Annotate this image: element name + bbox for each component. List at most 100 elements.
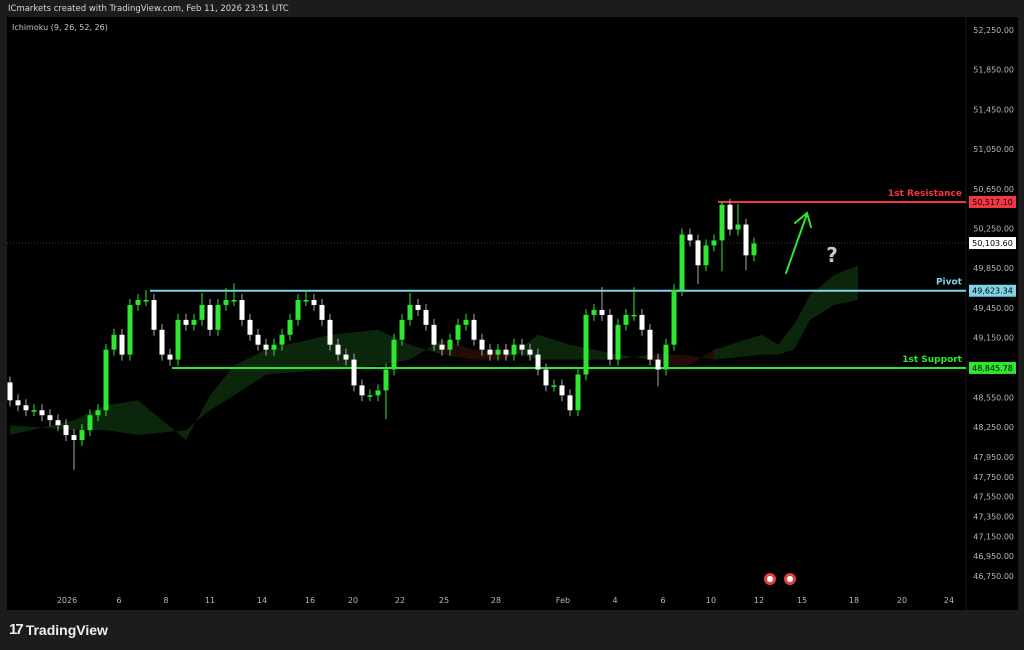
candle-body [727, 204, 733, 230]
last-price-label: 50,103.60 [972, 239, 1013, 248]
candle-body [583, 314, 589, 375]
candle-body [639, 314, 645, 330]
ichimoku-legend[interactable]: Ichimoku (9, 26, 52, 26) [12, 23, 108, 32]
price-tick-label: 47,750.00 [973, 473, 1014, 482]
date-tick-label: 20 [897, 596, 907, 605]
candle-body [439, 344, 445, 350]
price-tick-label: 47,950.00 [973, 453, 1014, 462]
candle-body [335, 344, 341, 355]
candle-body [735, 224, 741, 230]
candle-body [399, 319, 405, 340]
ichimoku-cloud-segment [714, 334, 762, 360]
date-tick-label: 10 [706, 596, 716, 605]
ichimoku-cloud-segment [810, 275, 834, 320]
ichimoku-cloud-segment [138, 400, 186, 441]
candle-body [71, 435, 77, 441]
date-tick-label: 22 [395, 596, 405, 605]
candle-body [191, 319, 197, 325]
level-price-label: 50,517.10 [972, 198, 1013, 207]
candle-body [695, 240, 701, 266]
tradingview-logo[interactable]: 17 TradingView [9, 621, 108, 638]
ichimoku-cloud-segment [778, 324, 794, 355]
candle-body [95, 410, 101, 416]
candle-body [79, 430, 85, 441]
price-tick-label: 47,150.00 [973, 532, 1014, 541]
candle-body [231, 300, 237, 302]
ichimoku-cloud-segment [186, 395, 210, 441]
candle-body [327, 319, 333, 345]
ichimoku-cloud-segment [618, 354, 650, 360]
candle-body [623, 314, 629, 325]
candle-body [383, 369, 389, 391]
brand-name: TradingView [25, 621, 108, 638]
candle-body [199, 304, 205, 320]
candle-body [7, 382, 13, 401]
candle-body [567, 395, 573, 411]
candle-body [671, 290, 677, 345]
price-tick-label: 48,250.00 [973, 423, 1014, 432]
candle-body [719, 204, 725, 241]
candle-body [575, 374, 581, 411]
candle-body [63, 425, 69, 436]
candle-body [407, 304, 413, 320]
candle-body [415, 304, 421, 310]
candle-body [679, 234, 685, 291]
candle-body [23, 405, 29, 411]
candle-body [239, 300, 245, 320]
candle-body [127, 304, 133, 355]
ichimoku-cloud-segment [210, 365, 234, 411]
level-name-label: Pivot [936, 278, 963, 288]
ichimoku-cloud-segment [234, 349, 266, 396]
level-price-badge [969, 284, 1016, 297]
candle-body [263, 344, 269, 350]
candle-body [255, 334, 261, 345]
candle-body [367, 395, 373, 397]
date-tick-label: 12 [754, 596, 764, 605]
date-tick-label: 6 [116, 596, 121, 605]
candle-body [503, 349, 509, 355]
candle-body [687, 234, 693, 241]
level-price-label: 48,845.78 [972, 364, 1013, 373]
price-tick-label: 47,350.00 [973, 512, 1014, 521]
price-tick-label: 47,550.00 [973, 493, 1014, 502]
candle-body [343, 354, 349, 360]
candle-body [159, 329, 165, 355]
date-tick-label: 4 [612, 596, 617, 605]
date-tick-label: 14 [257, 596, 267, 605]
candle-body [359, 385, 365, 396]
ichimoku-cloud-segment [794, 295, 810, 350]
candle-body [375, 390, 381, 396]
candle-body [111, 334, 117, 350]
candle-body [487, 349, 493, 355]
candle-body [559, 385, 565, 396]
date-tick-label: 25 [439, 596, 449, 605]
candle-body [551, 385, 557, 387]
price-tick-label: 48,550.00 [973, 393, 1014, 402]
candle-body [135, 300, 141, 305]
candle-body [271, 344, 277, 350]
candle-body [751, 243, 757, 256]
candle-body [303, 300, 309, 302]
chart-panel[interactable] [7, 17, 1018, 610]
tradingview-logo-icon: 17 [9, 621, 24, 638]
ichimoku-cloud-segment [330, 329, 378, 370]
date-tick-label: 15 [797, 596, 807, 605]
candle-body [663, 344, 669, 370]
candle-body [479, 339, 485, 350]
price-tick-label: 51,050.00 [973, 145, 1014, 154]
candle-body [183, 319, 189, 325]
candle-body [31, 410, 37, 412]
candle-body [711, 240, 717, 246]
candle-body [631, 314, 637, 317]
price-tick-label: 52,250.00 [973, 26, 1014, 35]
candle-body [295, 300, 301, 320]
candle-body [527, 349, 533, 355]
candle-body [55, 420, 61, 426]
date-tick-label: 8 [163, 596, 168, 605]
price-tick-label: 49,150.00 [973, 334, 1014, 343]
up-arrow-icon [785, 211, 812, 274]
price-tick-label: 50,250.00 [973, 225, 1014, 234]
candle-body [15, 400, 21, 406]
ichimoku-cloud-segment [538, 334, 570, 360]
